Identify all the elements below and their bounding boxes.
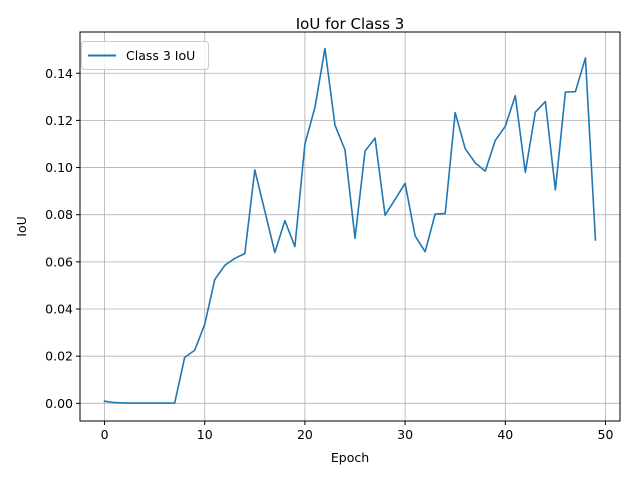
y-tick-label: 0.10	[45, 160, 73, 175]
x-tick-label: 20	[297, 427, 313, 442]
y-axis-label: IoU	[14, 216, 29, 236]
x-tick-label: 10	[197, 427, 213, 442]
y-tick-label: 0.02	[45, 349, 73, 364]
x-tick-label: 50	[598, 427, 614, 442]
y-tick-label: 0.00	[45, 396, 73, 411]
legend-label: Class 3 IoU	[126, 48, 195, 63]
x-tick-label: 30	[397, 427, 413, 442]
y-tick-label: 0.04	[45, 302, 73, 317]
y-tick-label: 0.12	[45, 113, 73, 128]
y-tick-label: 0.14	[45, 66, 73, 81]
x-tick-label: 40	[497, 427, 513, 442]
x-tick-label: 0	[101, 427, 109, 442]
y-tick-label: 0.08	[45, 207, 73, 222]
chart-title: IoU for Class 3	[296, 15, 405, 33]
y-tick-label: 0.06	[45, 254, 73, 269]
x-axis-label: Epoch	[331, 450, 369, 465]
legend: Class 3 IoU	[82, 42, 209, 70]
